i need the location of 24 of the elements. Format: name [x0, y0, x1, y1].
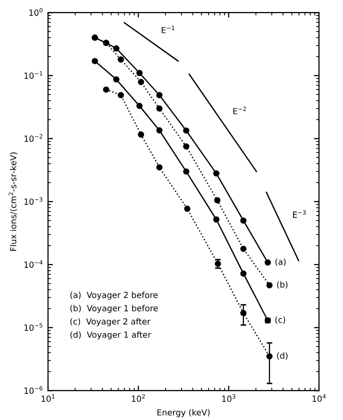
annotation: (a) Voyager 2 before — [70, 292, 158, 300]
x-tick-label: 10$^{3}$ — [222, 394, 236, 402]
x-tick-label: 10$^{4}$ — [312, 394, 326, 402]
x-axis-title: Energy (keV) — [157, 409, 210, 418]
annotation: (d) Voyager 1 after — [70, 331, 152, 340]
y-tick-label: 10$^{−1}$ — [24, 71, 42, 79]
y-tick-label: 10$^{−4}$ — [24, 260, 43, 268]
x-tick-label: 10$^{2}$ — [132, 394, 145, 402]
y-tick-label: 10$^{0}$ — [29, 8, 42, 16]
series-label: (a) — [275, 258, 286, 266]
annotation: (c) Voyager 2 after — [70, 318, 150, 326]
legend-label: E$^{−3}$ — [293, 210, 306, 218]
series-label: (b) — [277, 281, 288, 289]
y-tick-label: 10$^{−3}$ — [24, 197, 42, 205]
x-tick-label: 10$^{1}$ — [42, 394, 55, 402]
series-label: E$^{−1}$ — [162, 26, 174, 34]
series-label: E$^{−2}$ — [233, 106, 246, 114]
y-axis-title: Flux ions/(cm$^{2}$-s-sr-keV) — [8, 152, 18, 251]
series-label: (c) — [275, 316, 286, 324]
y-tick-label: 10$^{−6}$ — [24, 386, 42, 394]
series-label: (d) — [277, 352, 288, 360]
annotation: (b) Voyager 1 before — [70, 304, 158, 313]
y-tick-label: 10$^{−2}$ — [24, 134, 42, 142]
y-tick-label: 10$^{−5}$ — [24, 323, 42, 331]
